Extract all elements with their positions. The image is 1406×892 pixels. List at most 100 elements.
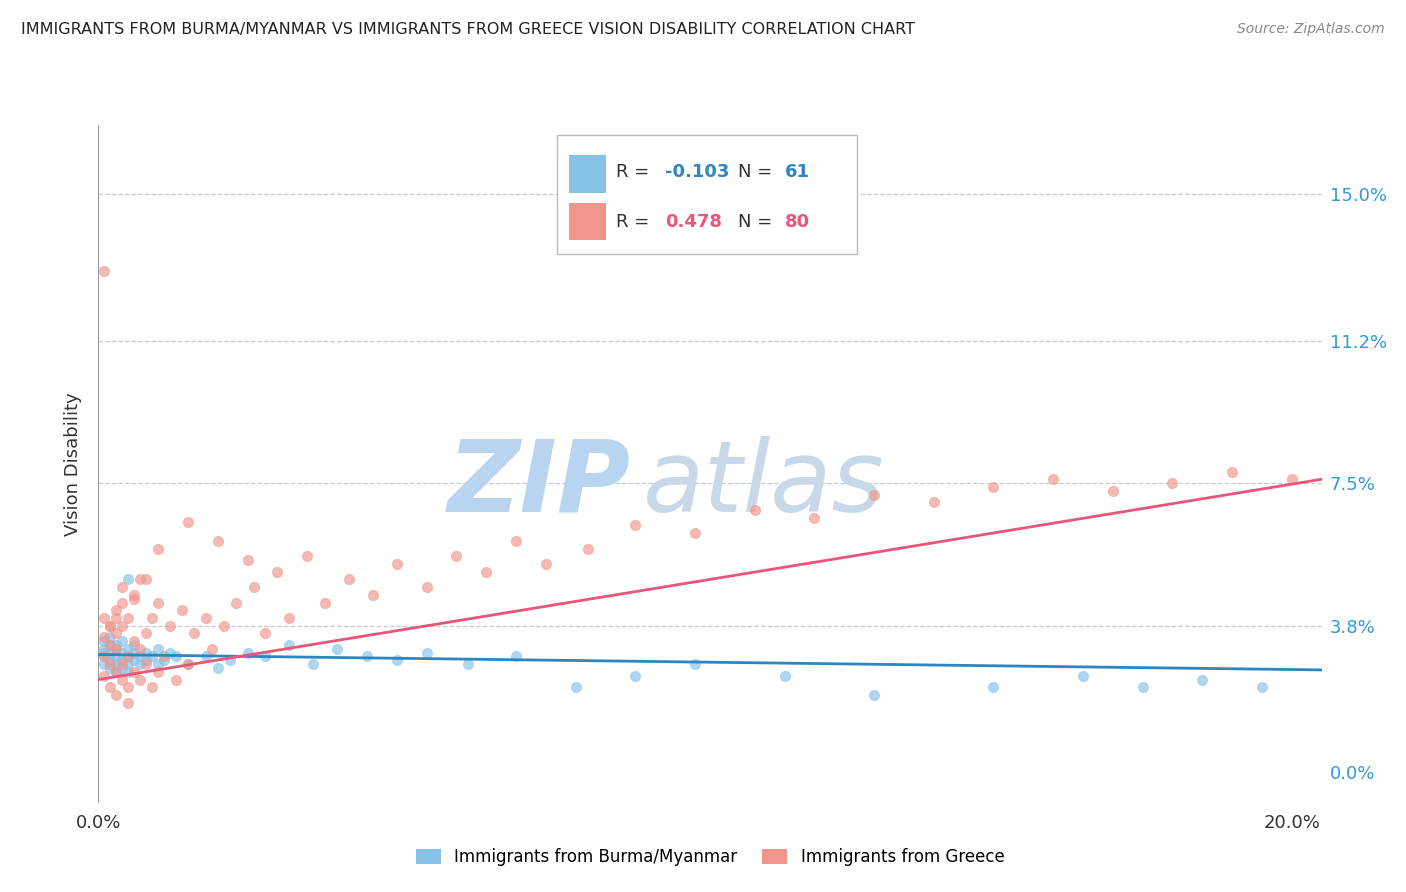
Point	[153, 649, 176, 664]
Point	[98, 657, 121, 672]
Point	[278, 638, 301, 652]
Text: 61: 61	[785, 163, 810, 181]
Point	[356, 649, 378, 664]
Point	[385, 653, 408, 667]
Point	[922, 495, 945, 509]
Legend: Immigrants from Burma/Myanmar, Immigrants from Greece: Immigrants from Burma/Myanmar, Immigrant…	[409, 841, 1011, 872]
Point	[194, 611, 217, 625]
Text: 80: 80	[785, 213, 810, 231]
Point	[135, 653, 157, 667]
Text: atlas: atlas	[643, 435, 884, 533]
Point	[146, 665, 169, 679]
Point	[93, 649, 115, 664]
Point	[111, 618, 134, 632]
Point	[565, 680, 588, 694]
Point	[93, 264, 115, 278]
Point	[105, 641, 128, 656]
Point	[385, 557, 408, 571]
Point	[135, 646, 157, 660]
Point	[146, 641, 169, 656]
Point	[98, 661, 121, 675]
Point	[624, 518, 647, 533]
Point	[457, 657, 479, 672]
Point	[122, 665, 145, 679]
Point	[98, 618, 121, 632]
Point	[111, 634, 134, 648]
Point	[122, 634, 145, 648]
Point	[254, 649, 277, 664]
Point	[534, 557, 557, 571]
Point	[98, 638, 121, 652]
Point	[218, 653, 240, 667]
Point	[302, 657, 325, 672]
Point	[177, 657, 200, 672]
Point	[446, 549, 468, 564]
Point	[863, 688, 886, 702]
Point	[98, 638, 121, 652]
Point	[683, 657, 706, 672]
Point	[122, 646, 145, 660]
Point	[212, 618, 235, 632]
Point	[141, 649, 163, 664]
Point	[98, 618, 121, 632]
Point	[207, 533, 229, 548]
Point	[117, 611, 139, 625]
Point	[111, 673, 134, 687]
Point	[153, 653, 176, 667]
Point	[129, 649, 152, 664]
Point	[129, 657, 152, 672]
Point	[98, 630, 121, 644]
Text: ZIP: ZIP	[447, 435, 630, 533]
Point	[1101, 483, 1123, 498]
Point	[98, 680, 121, 694]
Point	[159, 646, 181, 660]
Point	[98, 653, 121, 667]
Point	[146, 657, 169, 672]
Text: N =: N =	[738, 213, 778, 231]
Point	[225, 595, 247, 609]
Point	[983, 680, 1005, 694]
Point	[129, 573, 152, 587]
Point	[337, 573, 360, 587]
Point	[117, 696, 139, 710]
Text: R =: R =	[616, 163, 655, 181]
Point	[1042, 472, 1064, 486]
Point	[773, 669, 796, 683]
Point	[1191, 673, 1213, 687]
Point	[117, 641, 139, 656]
Point	[93, 657, 115, 672]
Point	[135, 573, 157, 587]
Point	[165, 673, 187, 687]
Point	[165, 649, 187, 664]
Point	[122, 591, 145, 606]
Point	[1161, 476, 1184, 491]
Point	[93, 611, 115, 625]
Text: -0.103: -0.103	[665, 163, 730, 181]
Point	[105, 649, 128, 664]
Point	[505, 533, 527, 548]
Point	[105, 665, 128, 679]
Text: 0.478: 0.478	[665, 213, 721, 231]
Point	[105, 665, 128, 679]
Text: IMMIGRANTS FROM BURMA/MYANMAR VS IMMIGRANTS FROM GREECE VISION DISABILITY CORREL: IMMIGRANTS FROM BURMA/MYANMAR VS IMMIGRA…	[21, 22, 915, 37]
Point	[415, 580, 437, 594]
Point	[111, 661, 134, 675]
Point	[254, 626, 277, 640]
Point	[122, 638, 145, 652]
Point	[177, 657, 200, 672]
Point	[624, 669, 647, 683]
Point	[129, 673, 152, 687]
Point	[803, 510, 825, 524]
Point	[105, 611, 128, 625]
Point	[236, 646, 259, 660]
Point	[117, 649, 139, 664]
Text: Source: ZipAtlas.com: Source: ZipAtlas.com	[1237, 22, 1385, 37]
Point	[744, 503, 766, 517]
Point	[576, 541, 599, 556]
Point	[1132, 680, 1154, 694]
Point	[105, 657, 128, 672]
Point	[278, 611, 301, 625]
Point	[415, 646, 437, 660]
Point	[683, 526, 706, 541]
Point	[141, 680, 163, 694]
